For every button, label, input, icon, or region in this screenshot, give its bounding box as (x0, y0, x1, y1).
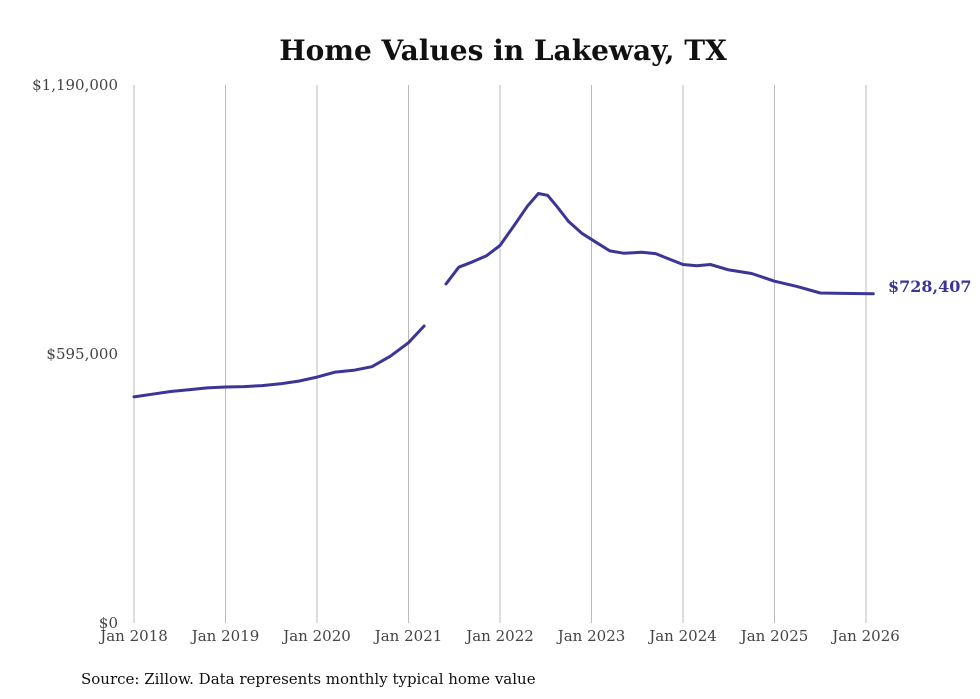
y-tick-label: $595,000 (46, 345, 118, 363)
source-note: Source: Zillow. Data represents monthly … (81, 670, 536, 688)
x-tick-label: Jan 2022 (464, 627, 534, 645)
x-tick-label: Jan 2023 (556, 627, 626, 645)
series-line-segment-2 (444, 192, 875, 296)
x-tick-label: Jan 2019 (190, 627, 260, 645)
x-tick-label: Jan 2018 (98, 627, 168, 645)
y-tick-label: $1,190,000 (32, 76, 118, 94)
y-axis: $0 $595,000 $1,190,000 (32, 76, 118, 632)
x-tick-label: Jan 2021 (373, 627, 443, 645)
y-tick-label: $0 (99, 614, 118, 632)
series-layer (132, 192, 875, 399)
gridlines (133, 85, 867, 623)
x-tick-label: Jan 2025 (739, 627, 809, 645)
x-tick-label: Jan 2020 (281, 627, 351, 645)
last-value-label: $728,407 (888, 277, 972, 296)
series-line-segment-1 (132, 324, 426, 399)
chart-title: Home Values in Lakeway, TX (279, 34, 727, 67)
x-axis: Jan 2018 Jan 2019 Jan 2020 Jan 2021 Jan 2022… (98, 627, 900, 645)
x-tick-label: Jan 2026 (830, 627, 900, 645)
x-tick-label: Jan 2024 (647, 627, 717, 645)
